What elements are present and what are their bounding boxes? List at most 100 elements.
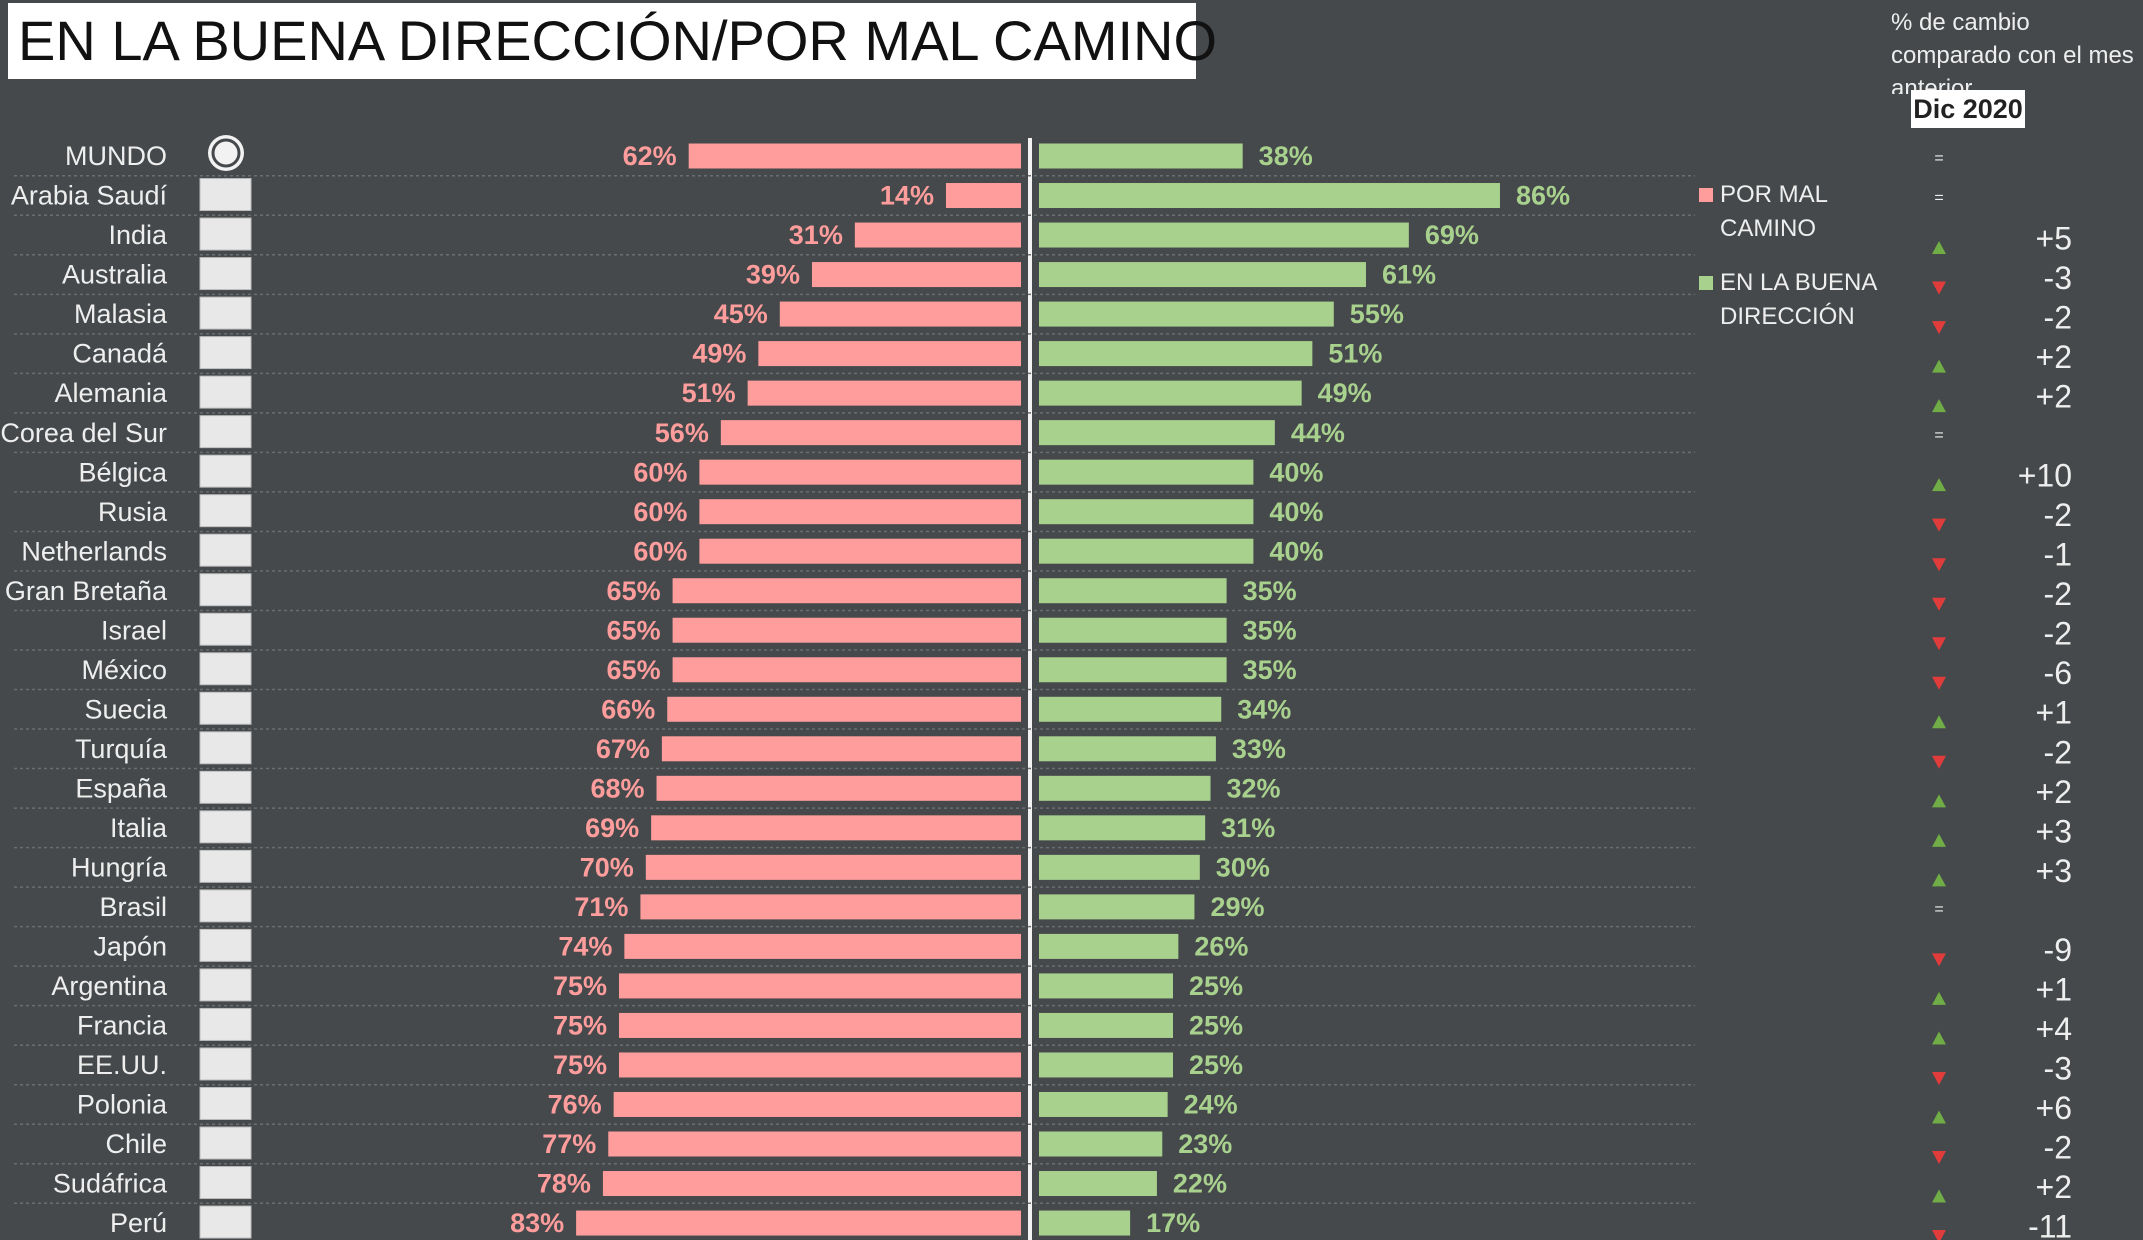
value-label: 51% — [682, 378, 736, 408]
bar — [1039, 775, 1211, 801]
bar — [747, 380, 1021, 406]
category-label: India — [108, 220, 168, 250]
change-label: -9 — [2044, 932, 2072, 968]
change-label: -3 — [2044, 1050, 2072, 1086]
change-label: = — [1934, 190, 1943, 207]
flag-icon — [199, 1205, 252, 1239]
up-triangle — [1932, 359, 1946, 373]
up-triangle — [1932, 715, 1946, 729]
bar — [699, 459, 1021, 485]
category-label: Brasil — [99, 892, 167, 922]
flag-icon — [199, 770, 252, 804]
value-label: 76% — [548, 1090, 602, 1120]
value-label: 65% — [607, 576, 661, 606]
value-label: 65% — [607, 615, 661, 645]
value-label: 86% — [1516, 181, 1570, 211]
value-label: 14% — [880, 181, 934, 211]
value-label: 44% — [1291, 418, 1345, 448]
value-label: 49% — [692, 339, 746, 369]
change-label: +2 — [2036, 339, 2072, 375]
up-triangle — [1932, 794, 1946, 808]
category-label: Italia — [110, 813, 168, 843]
bar — [1039, 854, 1200, 880]
bar — [1039, 973, 1173, 999]
category-label: España — [75, 773, 168, 803]
bar — [720, 420, 1021, 446]
bar — [602, 1171, 1021, 1197]
value-label: 71% — [574, 892, 628, 922]
value-label: 75% — [553, 1050, 607, 1080]
value-label: 67% — [596, 734, 650, 764]
category-label: Corea del Sur — [0, 418, 167, 448]
bar — [1039, 380, 1302, 406]
flag-icon — [199, 731, 252, 765]
category-label: Netherlands — [21, 536, 167, 566]
value-label: 25% — [1189, 1011, 1243, 1041]
bar — [656, 775, 1021, 801]
category-label: Francia — [77, 1011, 168, 1041]
bar — [624, 933, 1021, 959]
bar — [672, 617, 1021, 643]
bar — [640, 894, 1021, 920]
category-label: Argentina — [51, 971, 168, 1001]
value-label: 38% — [1259, 141, 1313, 171]
down-triangle — [1932, 281, 1946, 295]
value-label: 23% — [1178, 1129, 1232, 1159]
category-label: Australia — [62, 260, 168, 290]
down-triangle — [1932, 676, 1946, 690]
value-label: 74% — [558, 932, 612, 962]
up-triangle — [1932, 478, 1946, 492]
bar — [854, 222, 1021, 248]
change-label: -6 — [2044, 655, 2072, 691]
up-triangle — [1932, 1189, 1946, 1203]
category-label: EE.UU. — [77, 1050, 167, 1080]
value-label: 17% — [1146, 1208, 1200, 1238]
bar — [619, 973, 1021, 999]
value-label: 25% — [1189, 1050, 1243, 1080]
bar — [1039, 696, 1222, 722]
flag-icon — [199, 415, 252, 449]
up-triangle — [1932, 991, 1946, 1005]
change-label: +2 — [2036, 774, 2072, 810]
change-label: -1 — [2044, 537, 2072, 573]
flag-icon — [199, 612, 252, 646]
bar — [619, 1012, 1021, 1038]
up-triangle — [1932, 1031, 1946, 1045]
flag-icon — [199, 652, 252, 686]
flag-icon — [199, 533, 252, 567]
value-label: 45% — [714, 299, 768, 329]
bar — [672, 657, 1021, 683]
category-label: Hungría — [71, 852, 168, 882]
value-label: 35% — [1243, 615, 1297, 645]
category-label: Canadá — [72, 339, 168, 369]
value-label: 60% — [633, 457, 687, 487]
category-label: MUNDO — [65, 141, 167, 171]
bar — [672, 578, 1021, 604]
bar — [1039, 301, 1334, 327]
change-label: +2 — [2036, 1169, 2072, 1205]
category-label: México — [81, 655, 167, 685]
category-label: Japón — [93, 932, 167, 962]
flag-icon — [199, 1086, 252, 1120]
value-label: 51% — [1328, 339, 1382, 369]
value-label: 31% — [1221, 813, 1275, 843]
bar — [619, 1052, 1021, 1078]
change-label: -2 — [2044, 300, 2072, 336]
change-label: +3 — [2036, 853, 2072, 889]
value-label: 75% — [553, 971, 607, 1001]
change-label: = — [1934, 427, 1943, 444]
value-label: 40% — [1269, 536, 1323, 566]
value-label: 68% — [590, 773, 644, 803]
legend-swatch — [1699, 276, 1713, 290]
chart-title: EN LA BUENA DIRECCIÓN/POR MAL CAMINO — [8, 3, 1217, 79]
flag-icon — [199, 454, 252, 488]
bar — [1039, 1171, 1157, 1197]
flag-icon — [199, 1126, 252, 1160]
bar — [1039, 815, 1206, 841]
bar — [1039, 894, 1195, 920]
bar — [1039, 1131, 1163, 1157]
change-label: +3 — [2036, 813, 2072, 849]
category-label: Sudáfrica — [53, 1169, 168, 1199]
